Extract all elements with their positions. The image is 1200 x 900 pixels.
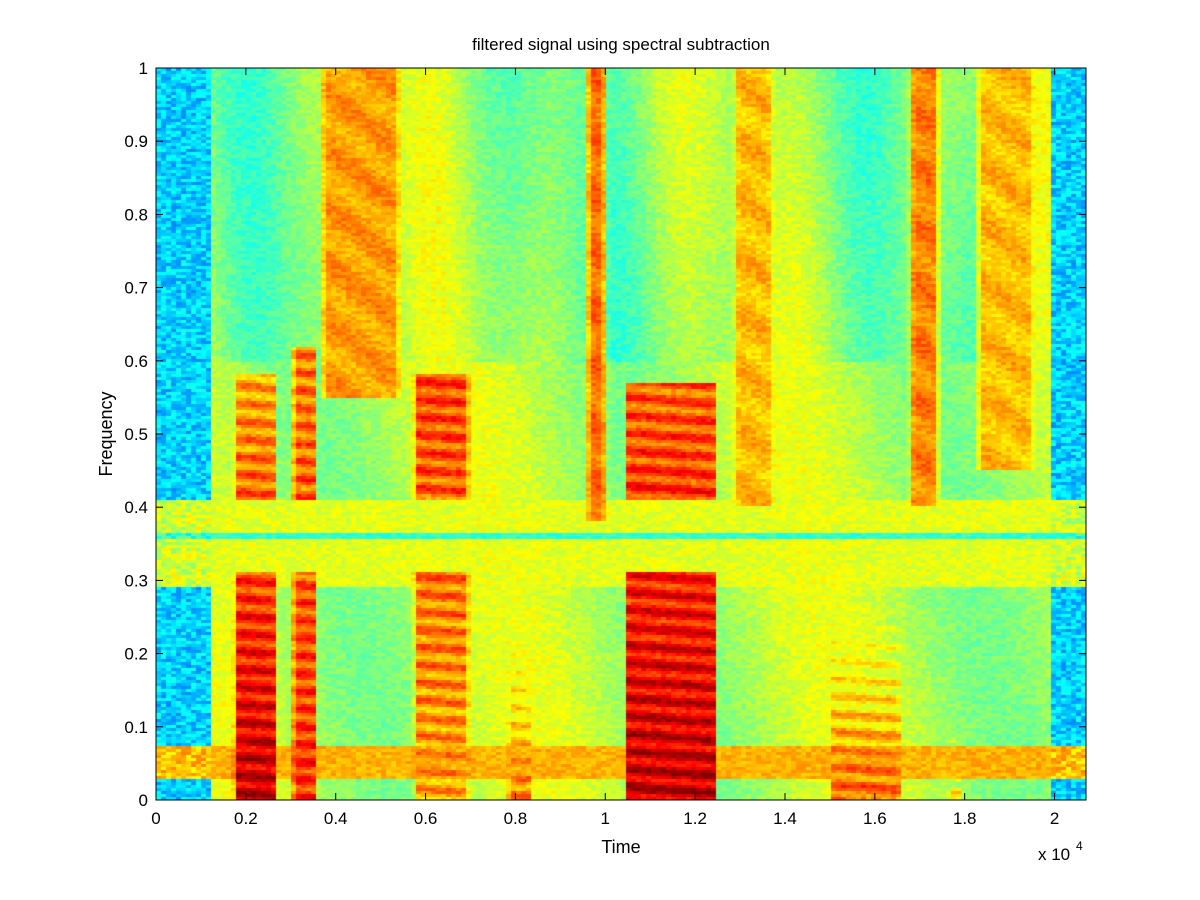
y-tick-label: 0.9 — [124, 132, 148, 151]
chart-title: filtered signal using spectral subtracti… — [472, 35, 770, 54]
x-multiplier-exponent: 4 — [1076, 839, 1083, 853]
y-axis: 0 0.1 0.2 0.3 0.4 0.5 0.6 0.7 0.8 0.9 1 — [124, 59, 1086, 810]
spectrogram-heatmap — [156, 68, 1086, 800]
x-multiplier-label: x 10 4 — [1038, 839, 1083, 864]
spectrogram-plot-area — [156, 68, 1086, 800]
x-tick-label: 1.4 — [773, 809, 797, 828]
y-tick-label: 0.1 — [124, 718, 148, 737]
y-tick-label: 0.6 — [124, 352, 148, 371]
y-tick-label: 1 — [139, 59, 148, 78]
x-multiplier-base: x 10 — [1038, 845, 1070, 864]
x-tick-label: 0.2 — [234, 809, 258, 828]
x-tick-label: 0.4 — [324, 809, 348, 828]
y-axis-title: Frequency — [96, 391, 116, 476]
y-tick-label: 0.8 — [124, 205, 148, 224]
x-tick-label: 1.8 — [953, 809, 977, 828]
x-tick-label: 1 — [601, 809, 610, 828]
x-tick-label: 0 — [151, 809, 160, 828]
y-tick-label: 0.7 — [124, 279, 148, 298]
x-axis: 0 0.2 0.4 0.6 0.8 1 1.2 1.4 1.6 1.8 2 — [151, 68, 1059, 828]
y-tick-label: 0.5 — [124, 425, 148, 444]
y-tick-label: 0.2 — [124, 645, 148, 664]
y-tick-label: 0 — [139, 791, 148, 810]
x-tick-label: 1.2 — [683, 809, 707, 828]
y-tick-label: 0.3 — [124, 571, 148, 590]
x-tick-label: 1.6 — [863, 809, 887, 828]
x-axis-title: Time — [601, 837, 640, 857]
x-tick-label: 0.6 — [414, 809, 438, 828]
y-tick-label: 0.4 — [124, 498, 148, 517]
x-tick-label: 2 — [1050, 809, 1059, 828]
x-tick-label: 0.8 — [504, 809, 528, 828]
